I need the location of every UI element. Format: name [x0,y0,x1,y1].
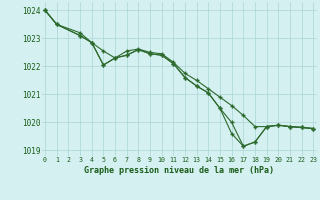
X-axis label: Graphe pression niveau de la mer (hPa): Graphe pression niveau de la mer (hPa) [84,166,274,175]
